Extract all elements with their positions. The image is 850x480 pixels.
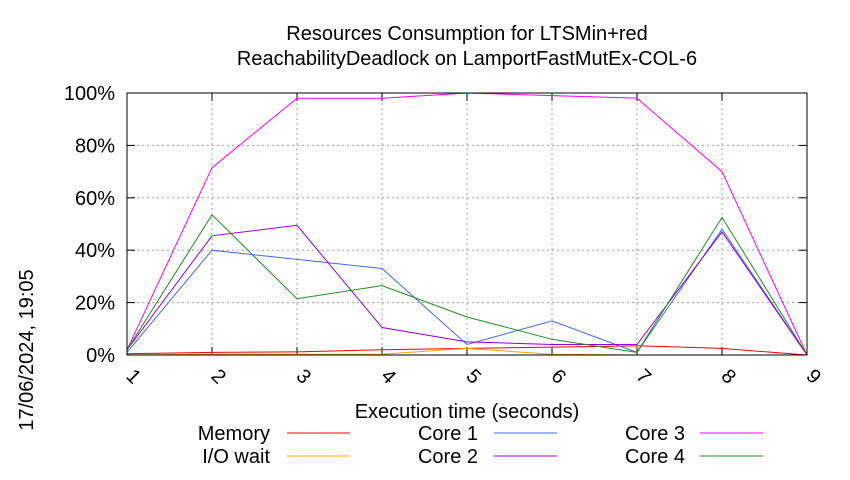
legend-label-i-o-wait: I/O wait (202, 446, 270, 468)
x-tick-label: 7 (632, 365, 655, 388)
legend-label-core-4: Core 4 (625, 446, 685, 468)
x-tick-label: 8 (717, 365, 740, 388)
series-line-core-1 (126, 228, 808, 356)
timestamp-label: 17/06/2024, 19:05 (16, 269, 38, 430)
legend-label-core-3: Core 3 (625, 423, 685, 445)
y-tick-label: 60% (75, 188, 115, 210)
x-tick-label: 9 (802, 365, 825, 388)
y-tick-label: 100% (64, 83, 115, 105)
chart-title: Resources Consumption for LTSMin+red (286, 23, 647, 45)
legend-label-memory: Memory (198, 423, 270, 445)
legend-label-core-2: Core 2 (418, 446, 478, 468)
x-axis-label: Execution time (seconds) (355, 401, 580, 423)
y-tick-label: 20% (75, 293, 115, 315)
y-tick-label: 40% (75, 240, 115, 262)
legend-label-core-1: Core 1 (418, 423, 478, 445)
x-tick-label: 3 (292, 365, 315, 388)
x-tick-label: 6 (547, 365, 570, 388)
plot-border (126, 92, 808, 356)
x-tick-label: 5 (462, 365, 485, 388)
x-tick-label: 4 (377, 365, 400, 388)
x-tick-label: 1 (122, 365, 145, 388)
grid-lines (127, 93, 807, 355)
x-tick-label: 2 (207, 365, 230, 388)
chart-subtitle: ReachabilityDeadlock on LamportFastMutEx… (237, 48, 697, 70)
y-tick-label: 0% (86, 345, 115, 367)
series-line-core-2 (126, 224, 808, 356)
y-tick-label: 80% (75, 135, 115, 157)
series-line-core-4 (126, 214, 808, 356)
